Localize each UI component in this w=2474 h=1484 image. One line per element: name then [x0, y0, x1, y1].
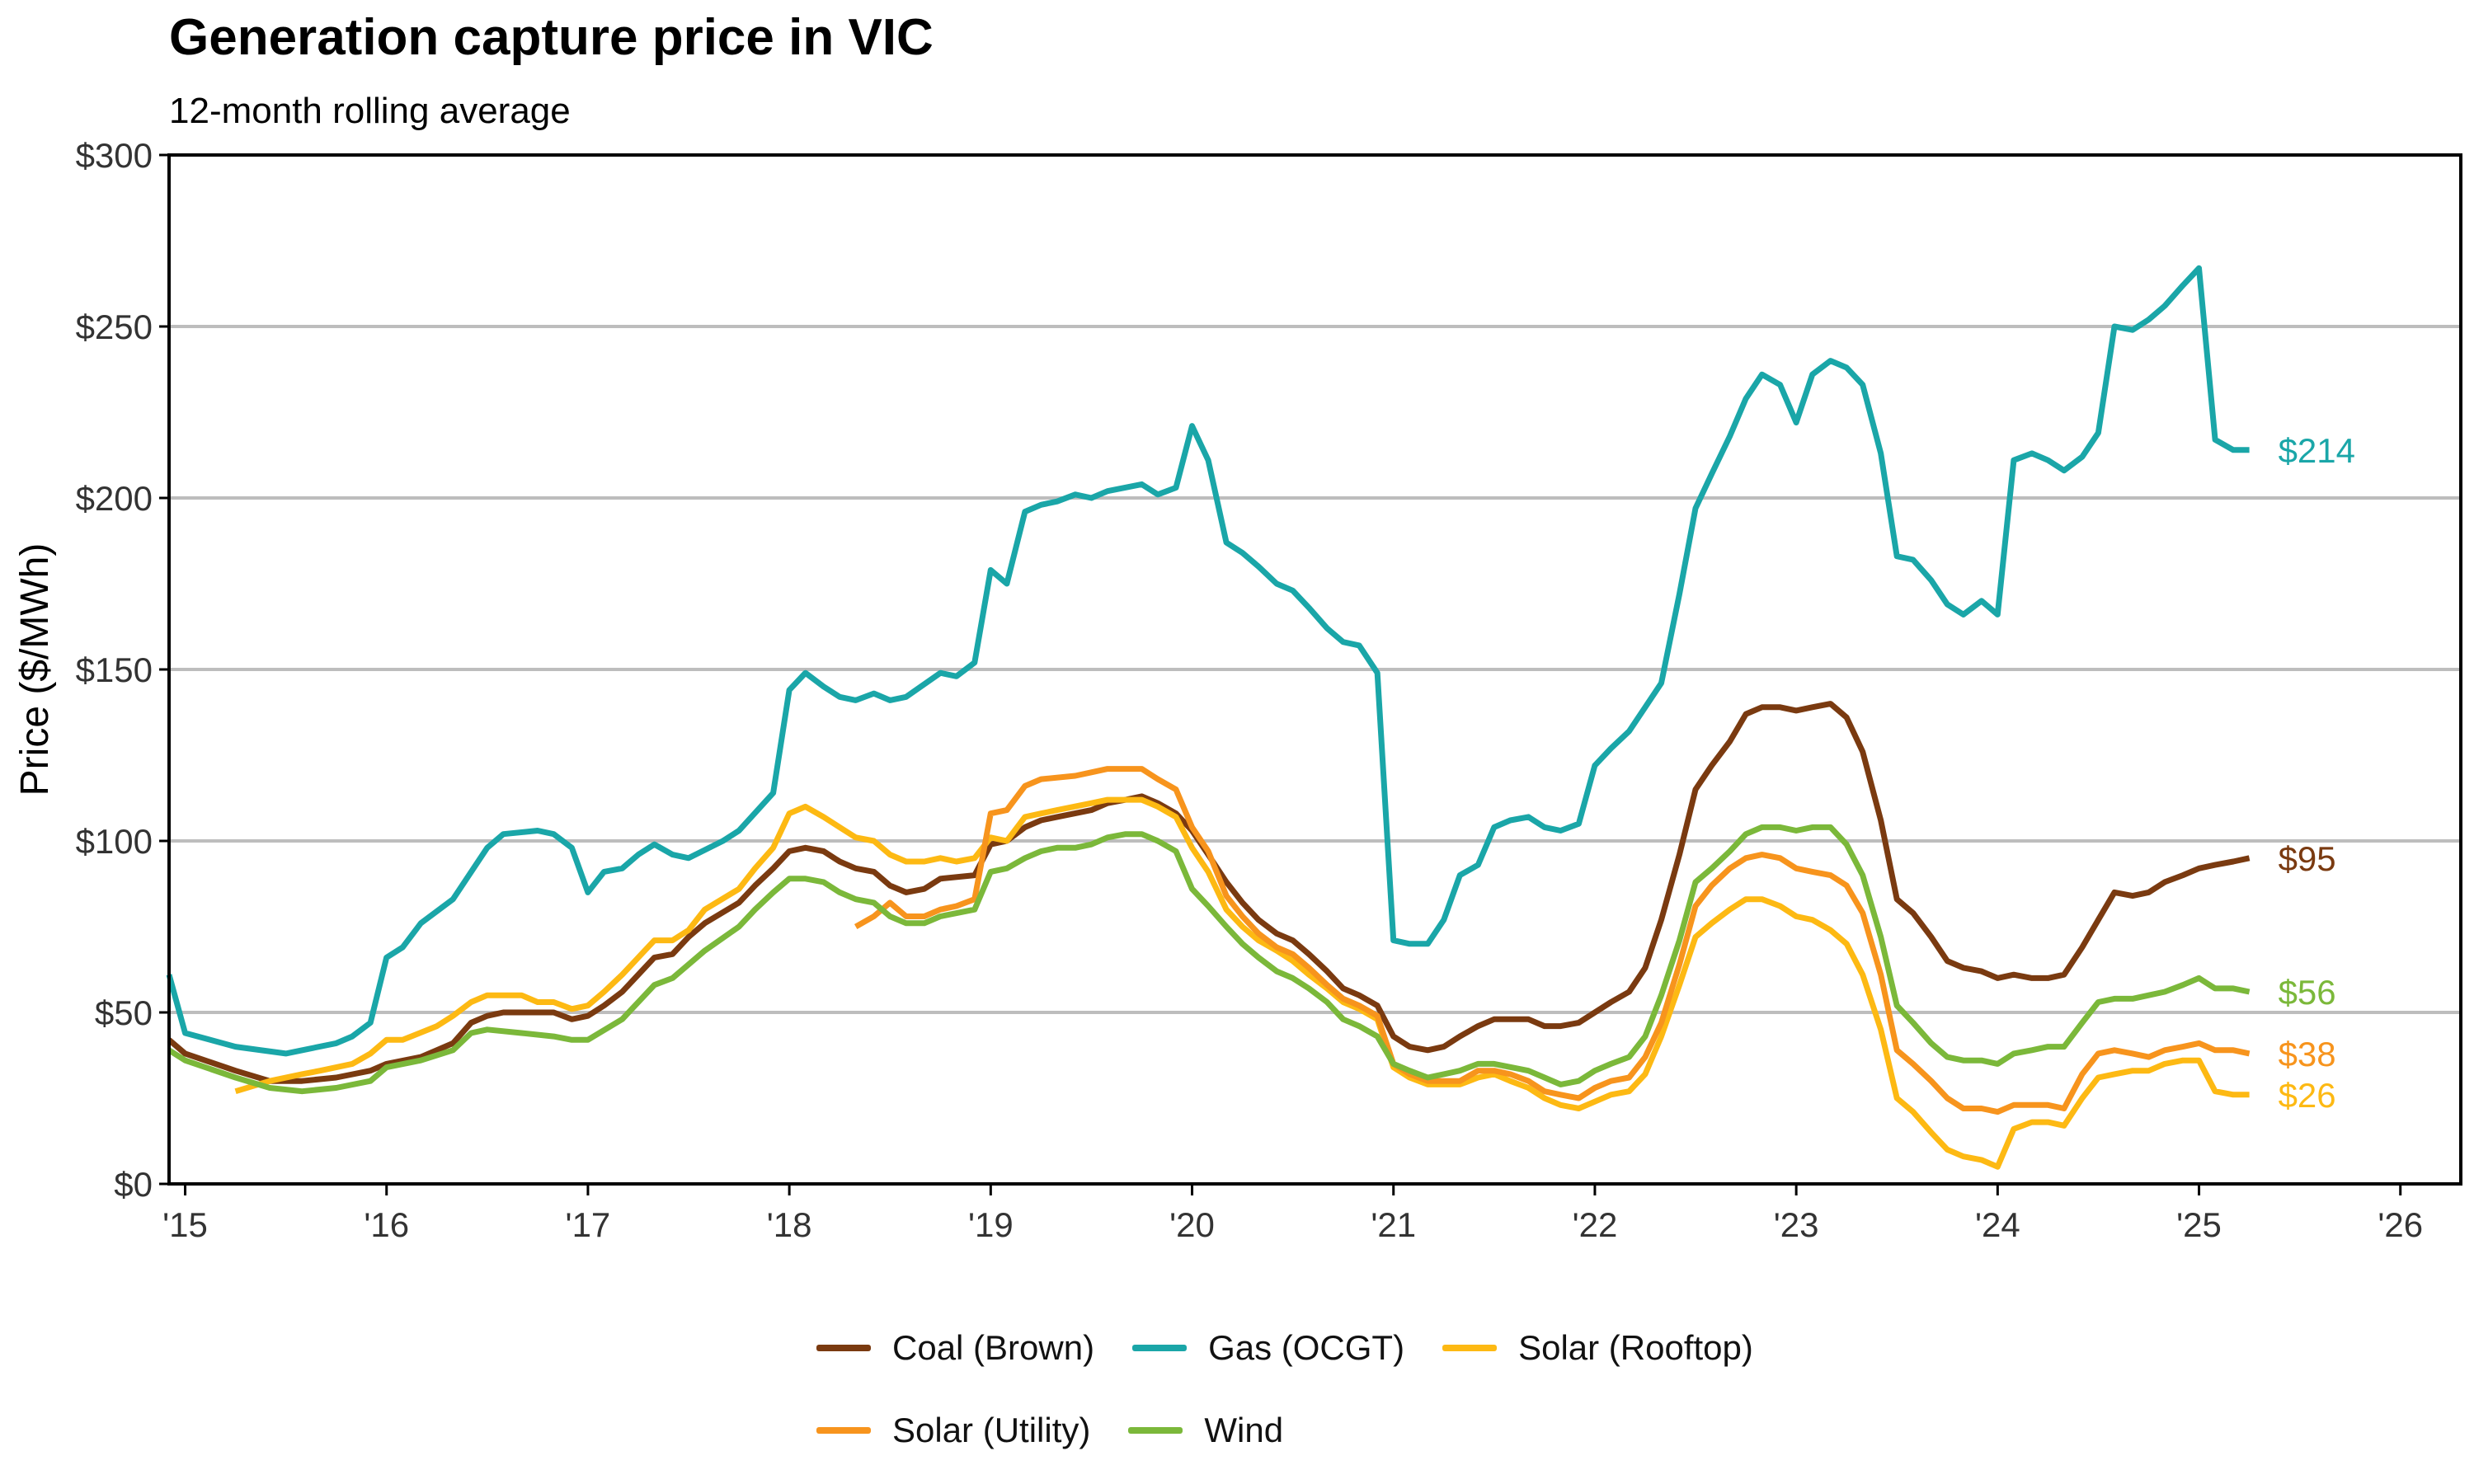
- legend-item-wind: Wind: [1128, 1411, 1283, 1450]
- legend-label: Solar (Rooftop): [1518, 1328, 1753, 1367]
- legend-item-solar-rooftop: Solar (Rooftop): [1442, 1328, 1753, 1368]
- y-tick-label: $0: [114, 1165, 153, 1204]
- y-tick-label: $300: [76, 136, 153, 175]
- x-tick-label: '19: [968, 1205, 1014, 1244]
- legend-row: Solar (Utility) Wind: [816, 1389, 1888, 1472]
- legend-swatch: [1132, 1345, 1188, 1351]
- x-tick-label: '22: [1573, 1205, 1618, 1244]
- series-line-gas-ocgt: [166, 265, 2250, 1057]
- y-tick-label: $100: [76, 822, 153, 861]
- legend-item-solar-utility: Solar (Utility): [816, 1411, 1090, 1450]
- x-tick-label: '20: [1169, 1205, 1215, 1244]
- end-label-gas-ocgt: $214: [2279, 431, 2355, 470]
- series-line-coal-brown: [167, 701, 2251, 1084]
- legend-label: Gas (OCGT): [1208, 1328, 1405, 1367]
- legend-swatch: [1442, 1345, 1498, 1351]
- legend-label: Solar (Utility): [892, 1411, 1091, 1449]
- x-tick-label: '18: [767, 1205, 812, 1244]
- series-line-solar-utility: [854, 766, 2251, 1115]
- x-tick-label: '26: [2378, 1205, 2423, 1244]
- legend-label: Wind: [1204, 1411, 1284, 1449]
- end-label-solar-rooftop: $26: [2279, 1076, 2336, 1115]
- legend-swatch: [816, 1345, 871, 1351]
- legend-label: Coal (Brown): [892, 1328, 1095, 1367]
- series-line-wind: [167, 824, 2251, 1095]
- x-tick-label: '17: [566, 1205, 611, 1244]
- legend-swatch: [1128, 1427, 1183, 1434]
- legend-swatch: [816, 1427, 871, 1434]
- series-line-solar-rooftop: [234, 796, 2250, 1170]
- legend: Coal (Brown) Gas (OCGT) Solar (Rooftop) Sol…: [816, 1307, 1888, 1472]
- end-label-wind: $56: [2279, 973, 2336, 1012]
- x-tick-label: '21: [1371, 1205, 1416, 1244]
- x-tick-label: '16: [364, 1205, 409, 1244]
- x-tick-label: '24: [1975, 1205, 2020, 1244]
- legend-item-gas-ocgt: Gas (OCGT): [1132, 1328, 1404, 1368]
- y-axis-title: Price ($/MWh): [13, 543, 57, 796]
- y-tick-label: $200: [76, 479, 153, 518]
- end-label-solar-utility: $38: [2279, 1035, 2336, 1073]
- x-tick-label: '25: [2176, 1205, 2222, 1244]
- x-tick-label: '23: [1774, 1205, 1819, 1244]
- y-tick-label: $150: [76, 650, 153, 689]
- end-label-coal-brown: $95: [2279, 839, 2336, 878]
- x-tick-label: '15: [162, 1205, 208, 1244]
- y-tick-label: $250: [76, 308, 153, 346]
- legend-item-coal-brown: Coal (Brown): [816, 1328, 1094, 1368]
- chart-subtitle: 12-month rolling average: [169, 91, 571, 131]
- y-tick-label: $50: [95, 993, 153, 1032]
- legend-row: Coal (Brown) Gas (OCGT) Solar (Rooftop): [816, 1307, 1888, 1389]
- chart-title: Generation capture price in VIC: [169, 9, 934, 66]
